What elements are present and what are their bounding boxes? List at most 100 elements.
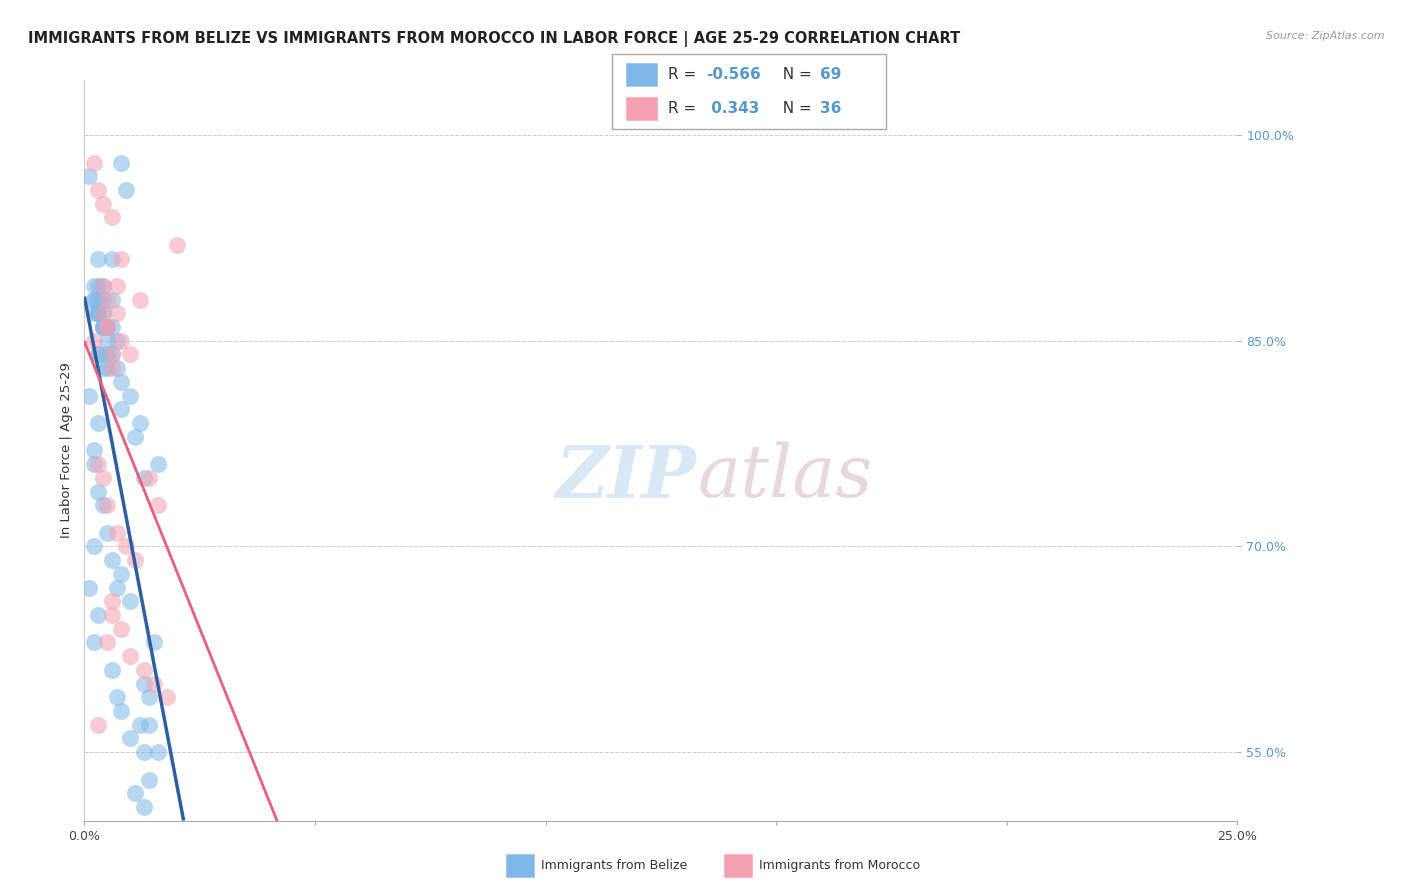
Point (87, 607, 110, 622)
Point (120, 649, 142, 664)
Point (87, 306, 110, 320)
Y-axis label: In Labor Force | Age 25-29: In Labor Force | Age 25-29 (60, 362, 73, 539)
Point (83, 457, 105, 471)
Point (110, 704, 132, 718)
Point (105, 690, 128, 705)
Point (101, 347, 124, 361)
Point (83, 293, 105, 307)
Point (110, 402, 132, 417)
Point (77, 581, 100, 595)
Point (91, 293, 114, 307)
Point (96, 320, 118, 334)
Point (83, 635, 105, 649)
Point (91, 320, 114, 334)
Text: Source: ZipAtlas.com: Source: ZipAtlas.com (1267, 31, 1385, 41)
Point (83, 334, 105, 348)
Point (146, 498, 169, 512)
Point (91, 361, 114, 376)
Point (110, 252, 132, 266)
Point (134, 663, 156, 677)
Point (138, 690, 160, 705)
Point (91, 306, 114, 320)
Point (128, 717, 150, 731)
Point (138, 717, 160, 731)
Point (91, 320, 114, 334)
Point (101, 293, 124, 307)
Point (87, 347, 110, 361)
Point (156, 690, 179, 705)
Point (142, 635, 165, 649)
Point (96, 334, 118, 348)
Point (128, 416, 150, 430)
Point (83, 279, 105, 293)
Point (101, 361, 124, 376)
Point (105, 581, 128, 595)
Point (83, 306, 105, 320)
Point (105, 525, 128, 540)
Point (105, 279, 128, 293)
Point (91, 279, 114, 293)
Point (101, 252, 124, 266)
Point (96, 347, 118, 361)
Point (87, 416, 110, 430)
Point (77, 389, 100, 403)
Point (120, 731, 142, 746)
Point (87, 347, 110, 361)
Point (87, 484, 110, 499)
Point (120, 389, 142, 403)
Point (77, 169, 100, 184)
Point (96, 320, 118, 334)
Point (87, 183, 110, 197)
Point (110, 155, 132, 169)
Point (134, 800, 156, 814)
Text: 0.343: 0.343 (706, 101, 759, 116)
Text: IMMIGRANTS FROM BELIZE VS IMMIGRANTS FROM MOROCCO IN LABOR FORCE | AGE 25-29 COR: IMMIGRANTS FROM BELIZE VS IMMIGRANTS FRO… (28, 31, 960, 47)
Point (120, 347, 142, 361)
Point (96, 293, 118, 307)
Point (120, 594, 142, 608)
Point (138, 772, 160, 787)
Point (83, 540, 105, 554)
Point (101, 553, 124, 567)
Point (87, 306, 110, 320)
Text: R =: R = (668, 101, 702, 116)
Point (124, 430, 146, 444)
Point (96, 635, 118, 649)
Point (105, 306, 128, 320)
Point (138, 471, 160, 485)
Point (101, 347, 124, 361)
Point (96, 320, 118, 334)
Text: ZIP: ZIP (555, 442, 696, 513)
Text: N =: N = (773, 67, 817, 82)
Point (105, 361, 128, 376)
Point (87, 717, 110, 731)
Point (101, 211, 124, 225)
Point (87, 306, 110, 320)
Point (110, 566, 132, 581)
Text: Immigrants from Morocco: Immigrants from Morocco (759, 859, 921, 871)
Text: R =: R = (668, 67, 702, 82)
Text: atlas: atlas (697, 442, 873, 513)
Point (91, 196, 114, 211)
Point (146, 457, 169, 471)
Point (87, 457, 110, 471)
Point (96, 498, 118, 512)
Point (83, 293, 105, 307)
Point (87, 293, 110, 307)
Point (91, 471, 114, 485)
Point (87, 279, 110, 293)
Point (110, 622, 132, 636)
Point (115, 540, 138, 554)
Point (115, 183, 138, 197)
Text: 69: 69 (820, 67, 841, 82)
Point (142, 676, 165, 690)
Text: 36: 36 (820, 101, 841, 116)
Point (134, 745, 156, 759)
Point (96, 525, 118, 540)
Point (134, 676, 156, 690)
Point (83, 443, 105, 458)
Point (91, 320, 114, 334)
Point (83, 155, 105, 169)
Point (87, 252, 110, 266)
Point (101, 663, 124, 677)
